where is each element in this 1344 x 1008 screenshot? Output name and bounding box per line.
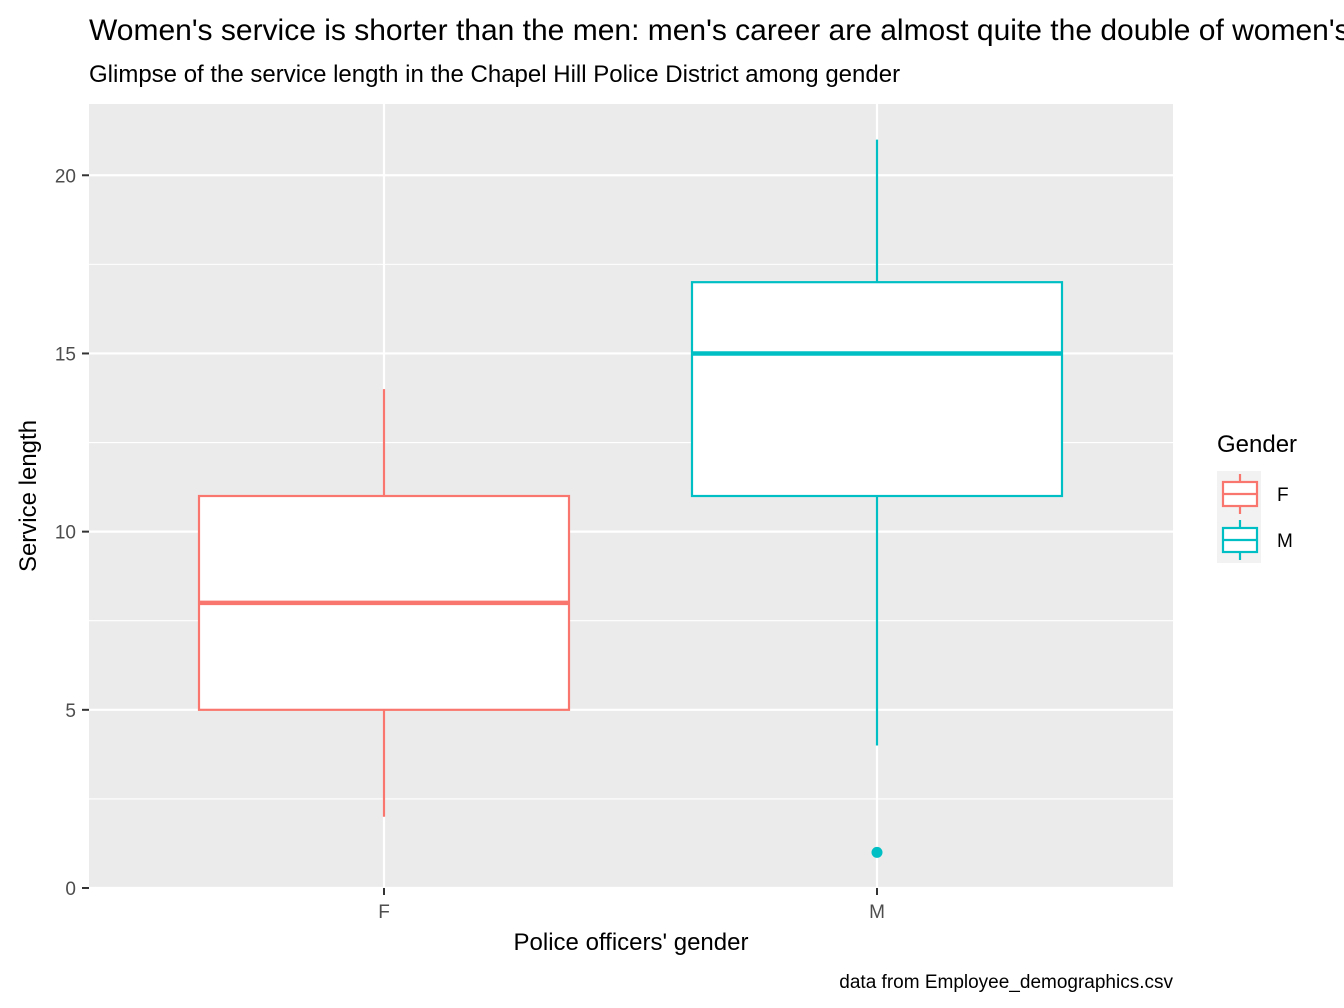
x-axis-label: Police officers' gender	[514, 929, 749, 956]
chart-title: Women's service is shorter than the men:…	[89, 14, 1344, 47]
y-tick-label: 5	[65, 701, 76, 722]
chart-subtitle: Glimpse of the service length in the Cha…	[89, 61, 900, 88]
box-F	[197, 389, 571, 817]
legend-title: Gender	[1217, 431, 1297, 458]
legend: Gender F M	[1217, 431, 1297, 563]
y-tick-label: 0	[65, 879, 76, 900]
x-tick-label: M	[869, 902, 885, 923]
y-tick-label: 15	[55, 344, 76, 365]
x-tick-label: F	[378, 902, 390, 923]
y-tick-label: 20	[55, 166, 76, 187]
axis-layer: 0 5 10 15 20 F M	[55, 166, 885, 923]
y-axis-label: Service length	[15, 420, 42, 572]
legend-label: F	[1277, 485, 1289, 506]
legend-key-M: M	[1217, 517, 1293, 563]
outlier-point	[871, 846, 883, 858]
box-iqr	[690, 281, 1064, 498]
y-tick-label: 10	[55, 523, 76, 544]
legend-label: M	[1277, 531, 1293, 552]
legend-key-F: F	[1217, 471, 1289, 517]
box-layer	[197, 139, 1064, 858]
box-M	[690, 139, 1064, 858]
chart-caption: data from Employee_demographics.csv	[839, 972, 1173, 993]
